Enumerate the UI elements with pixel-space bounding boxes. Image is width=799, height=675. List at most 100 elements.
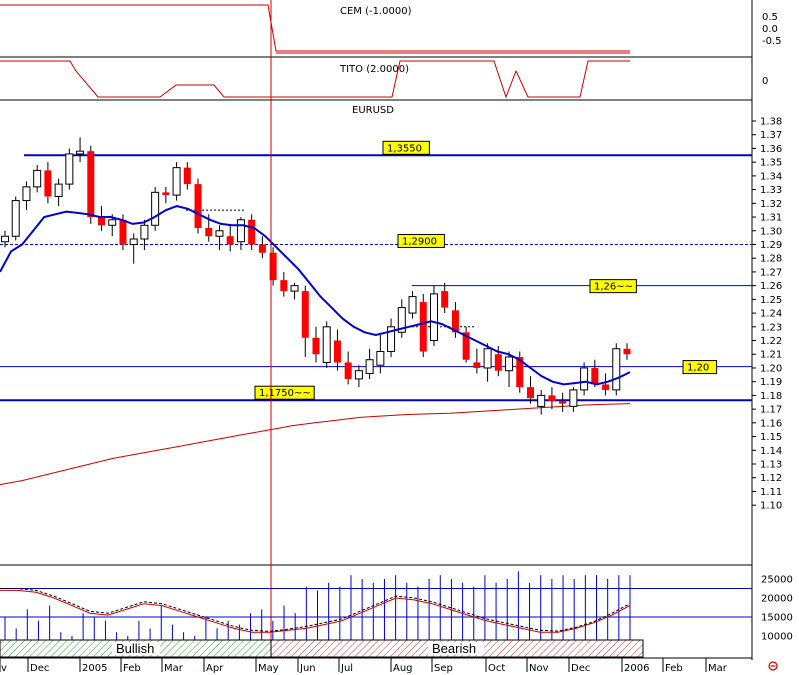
y-tick-label: 1.19 [760,377,782,388]
ma-red-line [0,403,631,486]
x-tick-label: Nov [529,663,549,674]
candle-body [397,307,406,333]
candle-body [236,219,245,243]
candle-body [65,153,74,185]
candle-body [215,230,224,237]
candle-body [612,348,621,391]
candle-body [344,362,352,379]
main-title: EURUSD [352,105,394,116]
volume-tick-label: 20000 [761,594,793,605]
candle-body [108,219,117,226]
y-tick-label: 1.10 [760,501,782,512]
x-tick-label: Mar [708,663,728,674]
y-tick-label: 1.21 [760,350,782,361]
y-tick-label: 1.30 [760,226,782,237]
y-tick-label: 1.23 [760,322,782,333]
ma-blue-line [0,205,631,386]
band-label-bg [112,642,160,655]
cem-title: CEM (-1.0000) [340,6,412,17]
x-tick-label: Jun [299,663,316,674]
candle-body [312,337,320,355]
candle-body [441,291,449,308]
candle-body [505,356,514,372]
candle-body [526,387,534,399]
bullish-label: Bullish [116,641,154,656]
candle-body [376,350,385,366]
candle-body [451,310,459,333]
candle-body [54,183,63,197]
candle-body [473,362,481,368]
y-tick-label: 1.16 [760,418,782,429]
y-tick-label: 1.25 [760,295,782,306]
y-tick-label: 1.11 [760,487,782,498]
x-tick-label: Oct [488,663,505,674]
cem-tick-label: 0.0 [762,24,778,35]
x-tick-label: Mar [164,663,184,674]
candle-body [516,356,524,388]
level-label: 1,26~~ [594,282,633,293]
candle-body [580,367,589,391]
candle-body [140,224,149,240]
volume-avg-line [0,589,631,633]
candle-body [183,167,191,185]
y-tick-label: 1.12 [760,473,782,484]
y-tick-label: 1.32 [760,199,782,210]
candle-body [419,302,427,352]
candle-body [44,170,52,197]
x-tick-label: v [1,663,7,674]
candle-body [462,332,470,360]
candle-body [162,192,170,196]
candle-body [22,186,31,202]
level-label-box [254,385,315,400]
candle-body [172,167,181,196]
y-tick-label: 1.29 [760,240,782,251]
x-tick-label: Dec [571,663,590,674]
volume-tick-label: 10000 [761,632,793,643]
candle-body [483,348,492,369]
band-label-bg [428,642,484,655]
candle-body [194,184,202,229]
level-label: 1,3550 [387,143,422,154]
y-tick-label: 1.24 [760,309,782,320]
y-tick-label: 1.18 [760,391,782,402]
bearish-label: Bearish [432,641,476,656]
x-tick-label: Feb [665,663,683,674]
candle-body [301,291,309,338]
level-label-box [589,279,637,294]
y-tick-label: 1.31 [760,213,782,224]
candle-body [408,296,417,314]
y-tick-label: 1.33 [760,185,782,196]
y-tick-label: 1.22 [760,336,782,347]
candle-body [11,200,20,237]
candle-body [248,219,256,245]
y-tick-label: 1.37 [760,130,782,141]
candle-body [365,359,374,374]
y-tick-label: 1.28 [760,254,782,265]
x-tick-label: Apr [206,663,224,674]
y-tick-label: 1.20 [760,363,782,374]
level-label-box [382,140,430,155]
candle-body [76,150,85,155]
y-tick-label: 1.13 [760,460,782,471]
candle-body [290,285,299,292]
x-tick-label: Dec [30,663,49,674]
candle-body [591,367,599,385]
y-tick-label: 1.26 [760,281,782,292]
x-tick-label: May [258,663,279,674]
candle-body [269,252,277,281]
y-tick-label: 1.15 [760,432,782,443]
y-tick-label: 1.27 [760,267,782,278]
x-tick-label: 2006 [624,663,649,674]
tito-line [0,60,630,99]
candle-body [429,293,438,342]
candle-body [602,384,610,390]
candle-body [333,340,341,363]
candle-body [354,370,363,380]
y-tick-label: 1.35 [760,158,782,169]
y-tick-label: 1.17 [760,405,782,416]
cem-tick-label: -0.5 [762,36,782,47]
candle-body [322,326,331,363]
candle-body [280,280,288,292]
cem-tick-label: 0.5 [762,12,778,23]
